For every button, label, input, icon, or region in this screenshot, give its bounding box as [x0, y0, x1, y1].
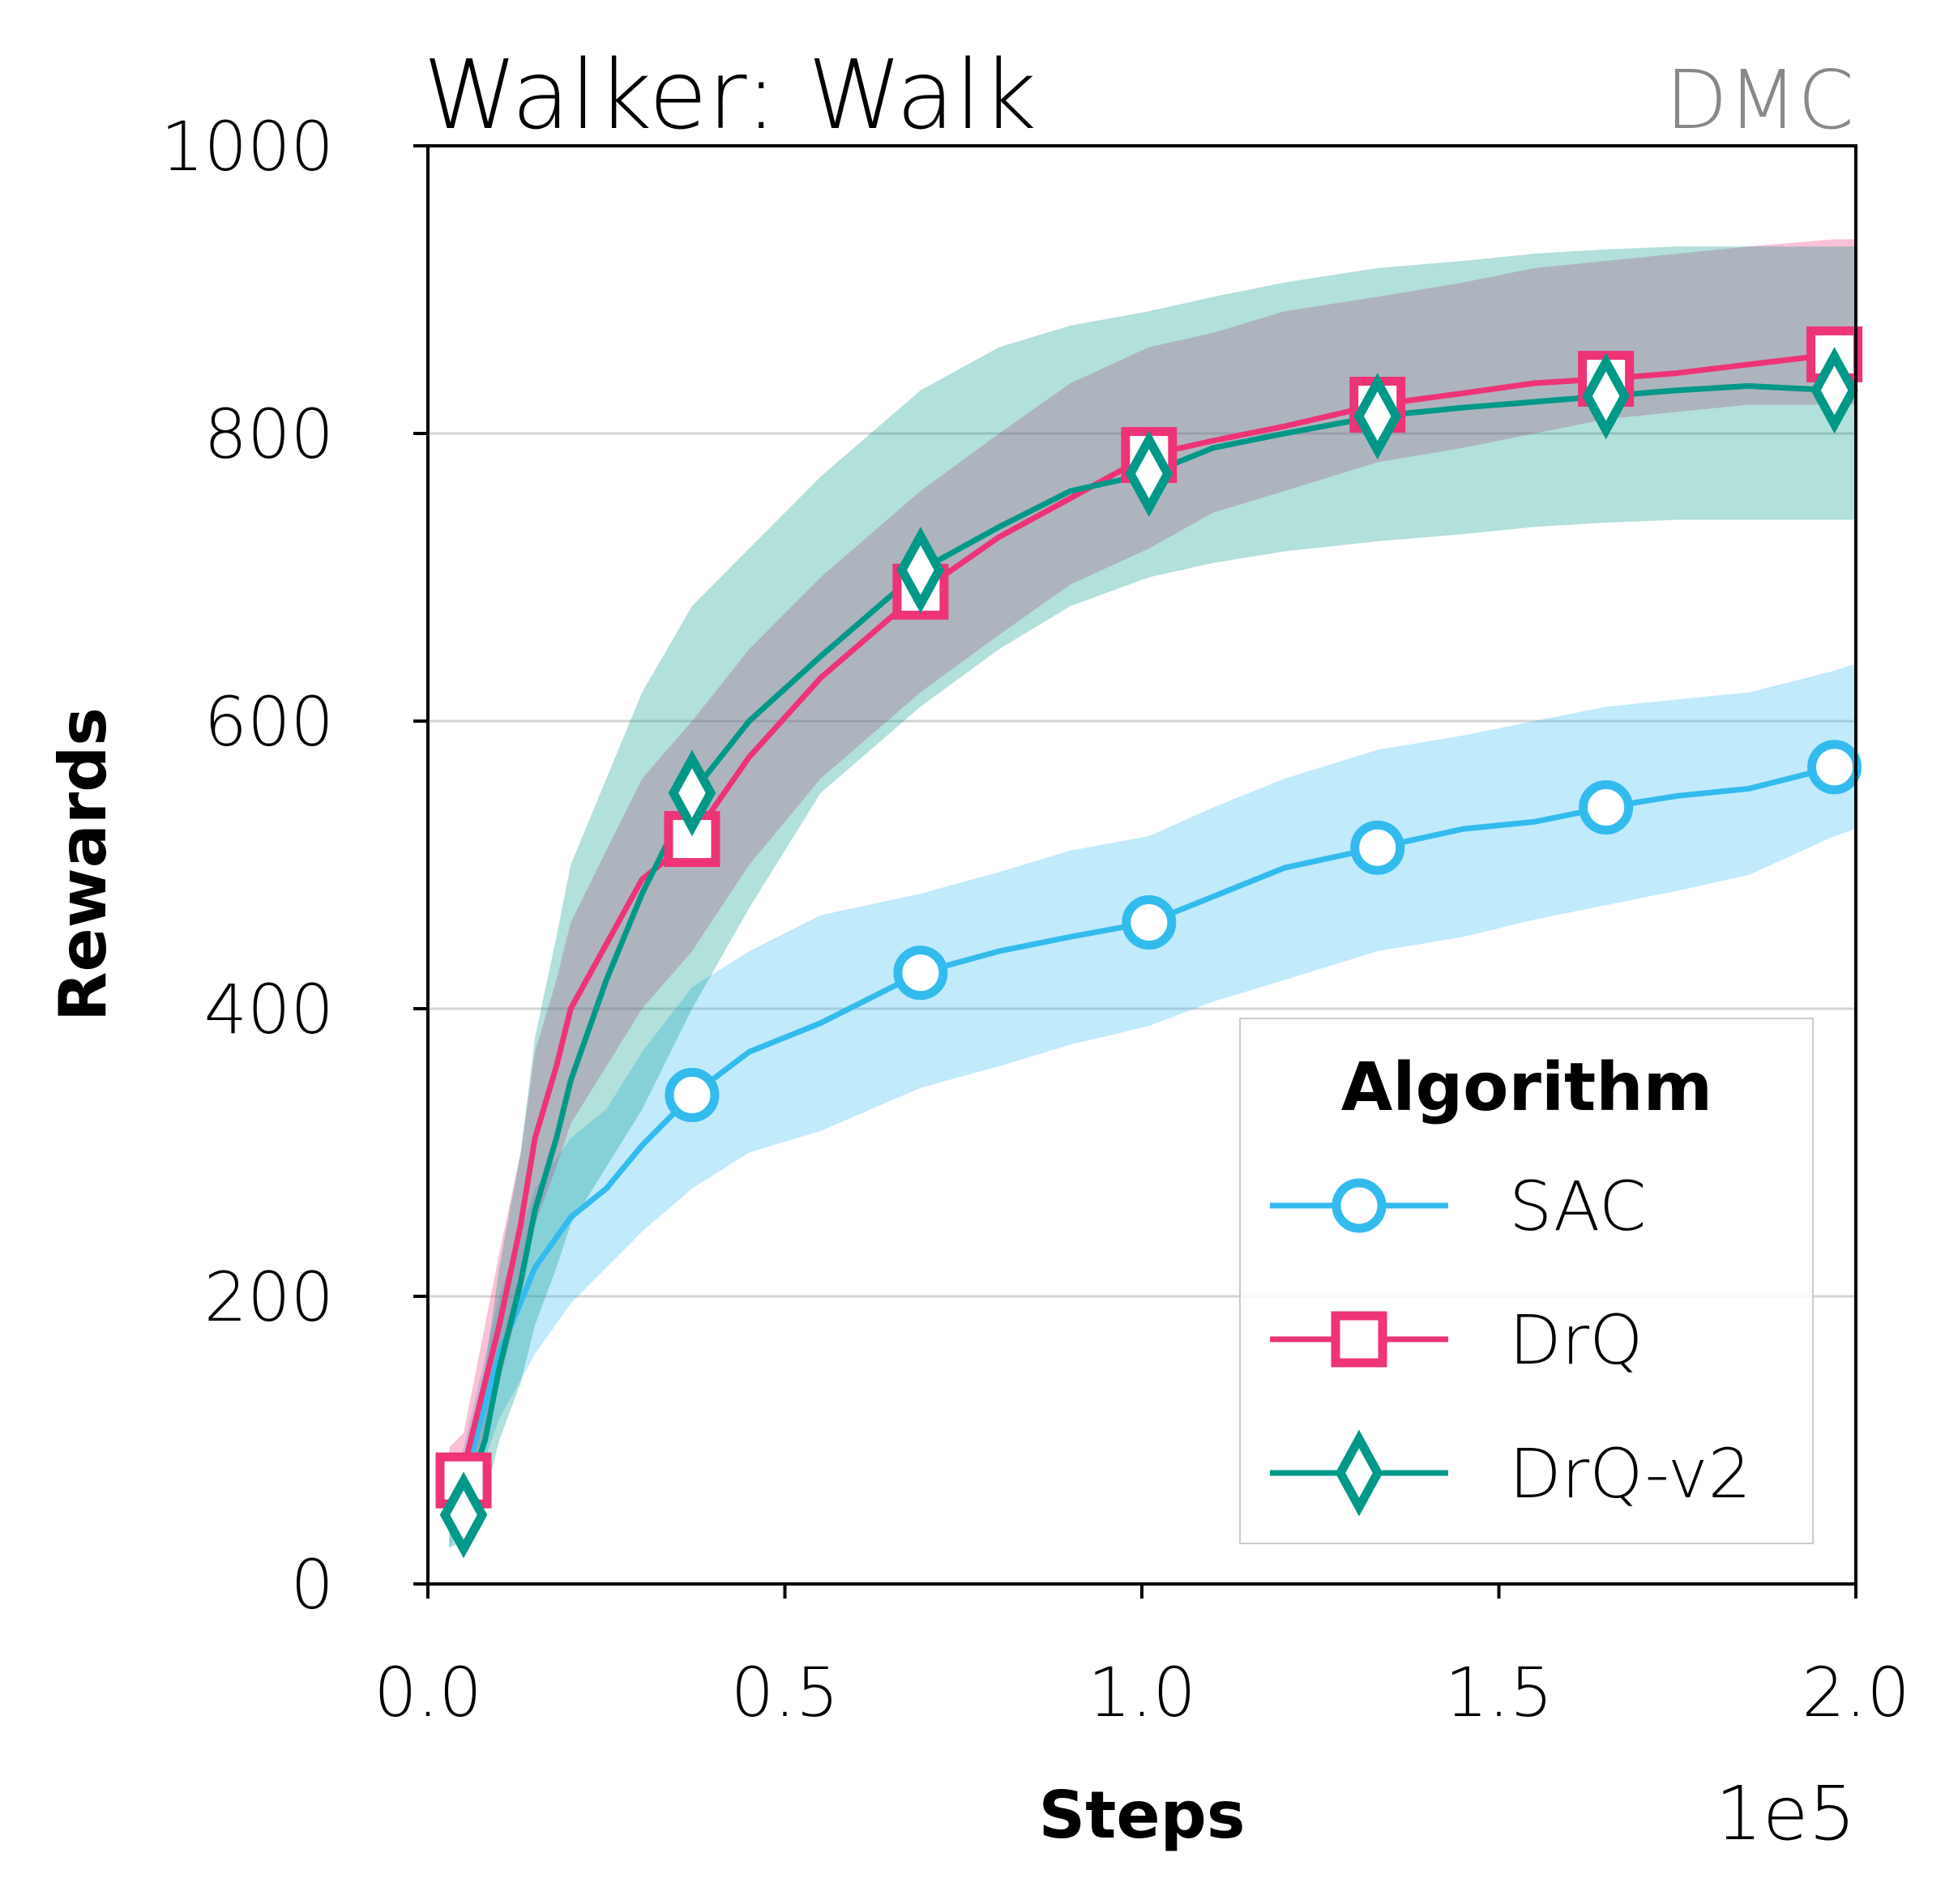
y-tick-label: 200: [204, 1257, 334, 1337]
drq-v2-marker: [668, 749, 716, 837]
legend-sac-marker: [1332, 1178, 1387, 1233]
sac-marker: [1807, 740, 1862, 795]
sac-marker: [1122, 895, 1177, 950]
x-axis-label: Steps: [1039, 1778, 1246, 1853]
drq-v2-marker: [439, 1471, 488, 1559]
x-axis-multiplier: 1e5: [1715, 1770, 1856, 1857]
legend-items: SAC DrQ DrQ-v2: [1270, 1167, 1751, 1517]
drq-v2-marker: [1125, 430, 1173, 518]
x-axis-ticks: 0.0 0.5 1.0 1.5 2.0: [374, 1584, 1910, 1732]
y-tick-label: 400: [204, 970, 334, 1049]
y-tick-label: 800: [204, 395, 334, 474]
y-axis-ticks: 0 200 400 600 800 1000: [160, 107, 428, 1624]
legend-box: [1239, 1018, 1814, 1544]
y-axis-label: Rewards: [45, 707, 121, 1022]
chart-title: Walker: Walk: [423, 39, 1037, 151]
x-tick-label: 0.5: [731, 1653, 840, 1732]
legend-drq-v2-marker: [1335, 1429, 1383, 1517]
sac-marker: [1350, 820, 1405, 875]
chart-subtitle: DMC: [1665, 53, 1854, 147]
sac-marker: [665, 1068, 720, 1122]
y-tick-label: 600: [204, 682, 334, 762]
drq-v2-marker: [1582, 352, 1630, 440]
legend-sac-label: SAC: [1509, 1167, 1647, 1246]
x-tick-label: 1.0: [1088, 1653, 1196, 1732]
legend: Algorithm SAC DrQ DrQ-v2: [1239, 1018, 1814, 1544]
legend-drq-v2-label: DrQ-v2: [1509, 1434, 1751, 1513]
x-tick-label: 2.0: [1802, 1653, 1910, 1732]
drq-v2-marker: [896, 527, 945, 614]
y-tick-label: 0: [291, 1545, 334, 1624]
y-tick-label: 1000: [160, 107, 334, 186]
sac-marker: [1579, 780, 1634, 835]
x-tick-label: 1.5: [1445, 1653, 1554, 1732]
x-tick-label: 0.0: [374, 1653, 482, 1732]
series-markers: [435, 326, 1863, 1559]
drq-v2-band: [449, 246, 1857, 1548]
legend-title: Algorithm: [1341, 1049, 1712, 1126]
sac-band: [449, 664, 1857, 1548]
sac-marker: [893, 946, 948, 1001]
legend-drq-label: DrQ: [1509, 1300, 1643, 1380]
legend-drq-marker: [1331, 1311, 1387, 1368]
drq-v2-marker: [1353, 373, 1402, 460]
drq-v2-marker: [1810, 347, 1858, 434]
